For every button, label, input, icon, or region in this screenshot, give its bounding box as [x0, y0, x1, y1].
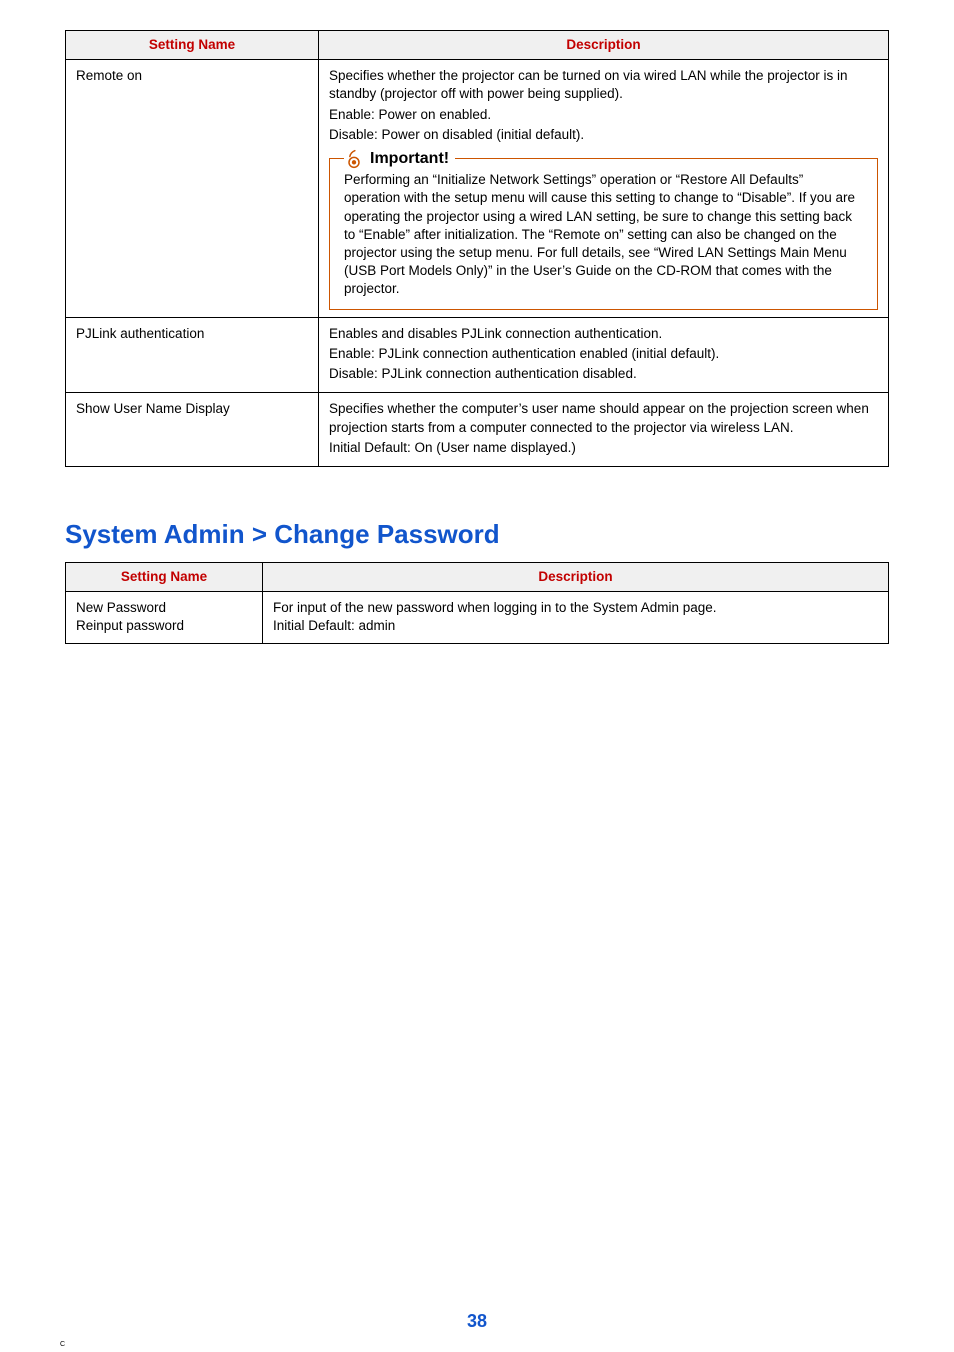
desc-line: Enable: Power on enabled.	[329, 106, 878, 124]
section-heading: System Admin > Change Password	[65, 519, 889, 550]
table2-header-desc: Description	[263, 562, 889, 591]
desc-line: Initial Default: On (User name displayed…	[329, 439, 878, 457]
setting-desc: Specifies whether the computer’s user na…	[319, 393, 889, 467]
important-callout: Important! Performing an “Initialize Net…	[329, 158, 878, 310]
setting-desc: Enables and disables PJLink connection a…	[319, 317, 889, 393]
important-title-row: Important!	[344, 148, 455, 170]
settings-table-1: Setting Name Description Remote on Speci…	[65, 30, 889, 467]
setting-name: PJLink authentication	[66, 317, 319, 393]
table-row: Remote on Specifies whether the projecto…	[66, 60, 889, 317]
table1-header-name: Setting Name	[66, 31, 319, 60]
desc-line: Enables and disables PJLink connection a…	[329, 325, 878, 343]
desc-line: Disable: Power on disabled (initial defa…	[329, 126, 878, 144]
name-line: Reinput password	[76, 617, 252, 635]
table2-header-name: Setting Name	[66, 562, 263, 591]
important-icon	[344, 149, 364, 169]
setting-desc: For input of the new password when loggi…	[263, 592, 889, 643]
desc-line: For input of the new password when loggi…	[273, 599, 878, 617]
page-footer: 38	[0, 1311, 954, 1332]
setting-name: New Password Reinput password	[66, 592, 263, 643]
important-body: Performing an “Initialize Network Settin…	[344, 167, 863, 299]
footer-mark: C	[60, 1341, 65, 1348]
desc-line: Specifies whether the computer’s user na…	[329, 400, 878, 436]
setting-desc: Specifies whether the projector can be t…	[319, 60, 889, 317]
desc-line: Initial Default: admin	[273, 617, 878, 635]
setting-name: Remote on	[66, 60, 319, 317]
important-title: Important!	[370, 148, 449, 170]
table-row: PJLink authentication Enables and disabl…	[66, 317, 889, 393]
table1-header-desc: Description	[319, 31, 889, 60]
table-row: Show User Name Display Specifies whether…	[66, 393, 889, 467]
settings-table-2: Setting Name Description New Password Re…	[65, 562, 889, 644]
page-number: 38	[467, 1311, 487, 1331]
table-row: New Password Reinput password For input …	[66, 592, 889, 643]
desc-line: Specifies whether the projector can be t…	[329, 67, 878, 103]
desc-line: Disable: PJLink connection authenticatio…	[329, 365, 878, 383]
setting-name: Show User Name Display	[66, 393, 319, 467]
desc-line: Enable: PJLink connection authentication…	[329, 345, 878, 363]
name-line: New Password	[76, 599, 252, 617]
